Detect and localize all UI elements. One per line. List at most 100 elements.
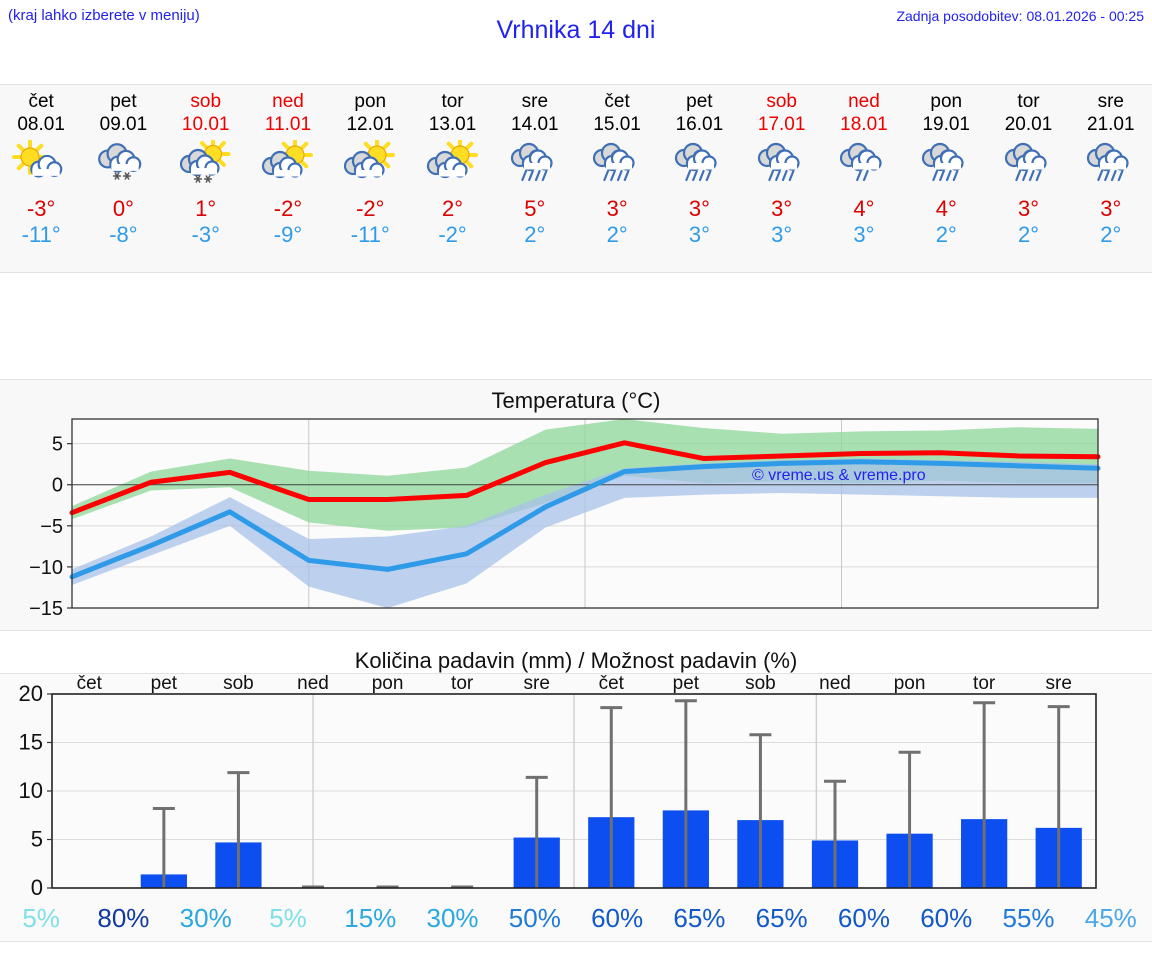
rain-icon <box>767 169 795 182</box>
rain-drop <box>534 169 541 182</box>
sun-ray <box>464 141 473 150</box>
day-of-week-label: čet <box>28 91 54 112</box>
rain-drop <box>1110 169 1117 182</box>
day-column[interactable]: tor 20.01 3° 2° <box>987 85 1069 272</box>
x-axis-category-label: pon <box>372 674 404 694</box>
cloud-snow-icon <box>98 143 142 180</box>
temperature-range-band <box>72 419 1098 531</box>
day-date-label: 18.01 <box>840 114 888 135</box>
precipitation-probability-label: 65% <box>755 903 808 933</box>
day-column[interactable]: sre 21.01 3° 2° <box>1070 85 1152 272</box>
rain-drop <box>1117 169 1124 182</box>
snowflake-arm <box>195 175 201 183</box>
x-axis-category-label: ned <box>297 674 329 694</box>
temperature-chart-title: Temperatura (°C) <box>491 388 661 413</box>
weather-icon-wrap <box>1080 139 1142 191</box>
rain-drop <box>1014 169 1021 182</box>
day-column[interactable]: sob 10.01 1° -3° <box>165 85 247 272</box>
x-axis-category-label: čet <box>77 674 103 694</box>
day-of-week-label: pon <box>354 91 387 112</box>
white-cloud-icon <box>604 149 635 172</box>
white-cloud-icon <box>436 156 468 179</box>
page-header: (kraj lahko izberete v meniju) Vrhnika 1… <box>0 0 1152 62</box>
temperature-range-band <box>72 458 1098 608</box>
max-temperature-label: 5° <box>524 196 546 221</box>
rain-icon <box>521 169 548 182</box>
precipitation-probability-label: 5% <box>269 903 307 933</box>
precipitation-probability-label: 30% <box>179 903 232 933</box>
y-axis-tick-label: −5 <box>40 516 63 538</box>
cloud-base <box>111 164 140 171</box>
day-of-week-label: tor <box>1017 91 1040 112</box>
x-axis-category-label: tor <box>451 674 474 694</box>
max-temperature-label: -2° <box>273 196 303 221</box>
day-column[interactable]: pon 12.01 -2° -11° <box>329 85 411 272</box>
rain-drop <box>1035 169 1042 182</box>
max-temperature-label: 0° <box>112 196 134 221</box>
day-column[interactable]: čet 08.01 -3° -11° <box>0 85 82 272</box>
plot-frame <box>71 418 1099 609</box>
x-axis-category-label: pet <box>673 674 700 694</box>
rain-drop <box>1021 169 1028 182</box>
min-temperature-label: -11° <box>21 222 61 247</box>
x-axis-category-label: sre <box>524 674 550 694</box>
x-axis-category-label: tor <box>973 674 996 694</box>
rain-drop <box>952 169 959 182</box>
max-temperature-label: 2° <box>442 196 464 221</box>
cloud-base <box>356 170 383 177</box>
cloud-base <box>523 163 550 170</box>
weather-icon-wrap <box>175 139 237 191</box>
rain-drop <box>774 169 781 182</box>
white-cloud-icon <box>521 149 553 172</box>
day-column[interactable]: pet 09.01 0° -8° <box>82 85 164 272</box>
day-column[interactable]: čet 15.01 3° 2° <box>576 85 658 272</box>
min-temperature-label: -3° <box>191 222 220 247</box>
sun-disc <box>20 147 40 167</box>
sun-cloud-icon <box>12 140 63 178</box>
min-temperature-label: -9° <box>273 222 303 247</box>
white-cloud-icon <box>933 149 964 172</box>
rain-drop <box>541 169 548 182</box>
x-axis-category-label: sre <box>1046 674 1072 694</box>
temperature-chart-panel: 5 0 −5 −10 −15 <box>0 379 1152 631</box>
sun-ray <box>199 141 208 149</box>
min-temperature-label: 3° <box>853 222 875 247</box>
weather-icon-wrap <box>751 139 813 191</box>
y-axis-tick-label: 5 <box>31 827 43 852</box>
cloud-base <box>438 170 465 177</box>
cloud-rain-icon <box>922 142 964 182</box>
sun-cloud-icon-2 <box>426 140 478 179</box>
precipitation-probability-label: 60% <box>837 903 890 933</box>
day-column[interactable]: ned 11.01 -2° -9° <box>247 85 329 272</box>
snow-icon <box>193 175 212 183</box>
day-of-week-label: sob <box>766 91 797 112</box>
day-of-week-label: sre <box>521 91 549 112</box>
rain-drop <box>603 169 610 182</box>
snow-icon <box>113 172 132 180</box>
rain-icon <box>856 169 869 182</box>
day-column[interactable]: ned 18.01 4° 3° <box>823 85 905 272</box>
weather-icon-wrap <box>998 139 1060 191</box>
rain-drop <box>706 169 712 182</box>
day-column[interactable]: pet 16.01 3° 3° <box>658 85 740 272</box>
y-axis-tick-label: −10 <box>29 557 63 579</box>
day-column[interactable]: sob 17.01 3° 3° <box>741 85 823 272</box>
cloud-rain-icon <box>1004 142 1047 182</box>
white-cloud-icon <box>1015 149 1047 172</box>
rain-drop <box>767 169 774 182</box>
white-cloud-icon <box>188 154 220 177</box>
day-column[interactable]: pon 19.01 4° 2° <box>905 85 987 272</box>
weather-icon-wrap <box>10 139 72 191</box>
cloud-base <box>190 168 217 175</box>
day-date-label: 08.01 <box>17 114 65 135</box>
y-axis-tick-label: 10 <box>19 778 43 803</box>
max-temperature-label: 3° <box>1017 196 1040 221</box>
day-column[interactable]: tor 13.01 2° -2° <box>411 85 493 272</box>
cloud-rain-icon <box>675 142 717 182</box>
rain-drop <box>1103 169 1110 182</box>
day-date-label: 14.01 <box>511 114 559 135</box>
sun-ray <box>382 141 391 150</box>
day-column[interactable]: sre 14.01 5° 2° <box>494 85 576 272</box>
rain-drop <box>623 169 630 182</box>
max-temperature-label: -3° <box>26 196 56 221</box>
